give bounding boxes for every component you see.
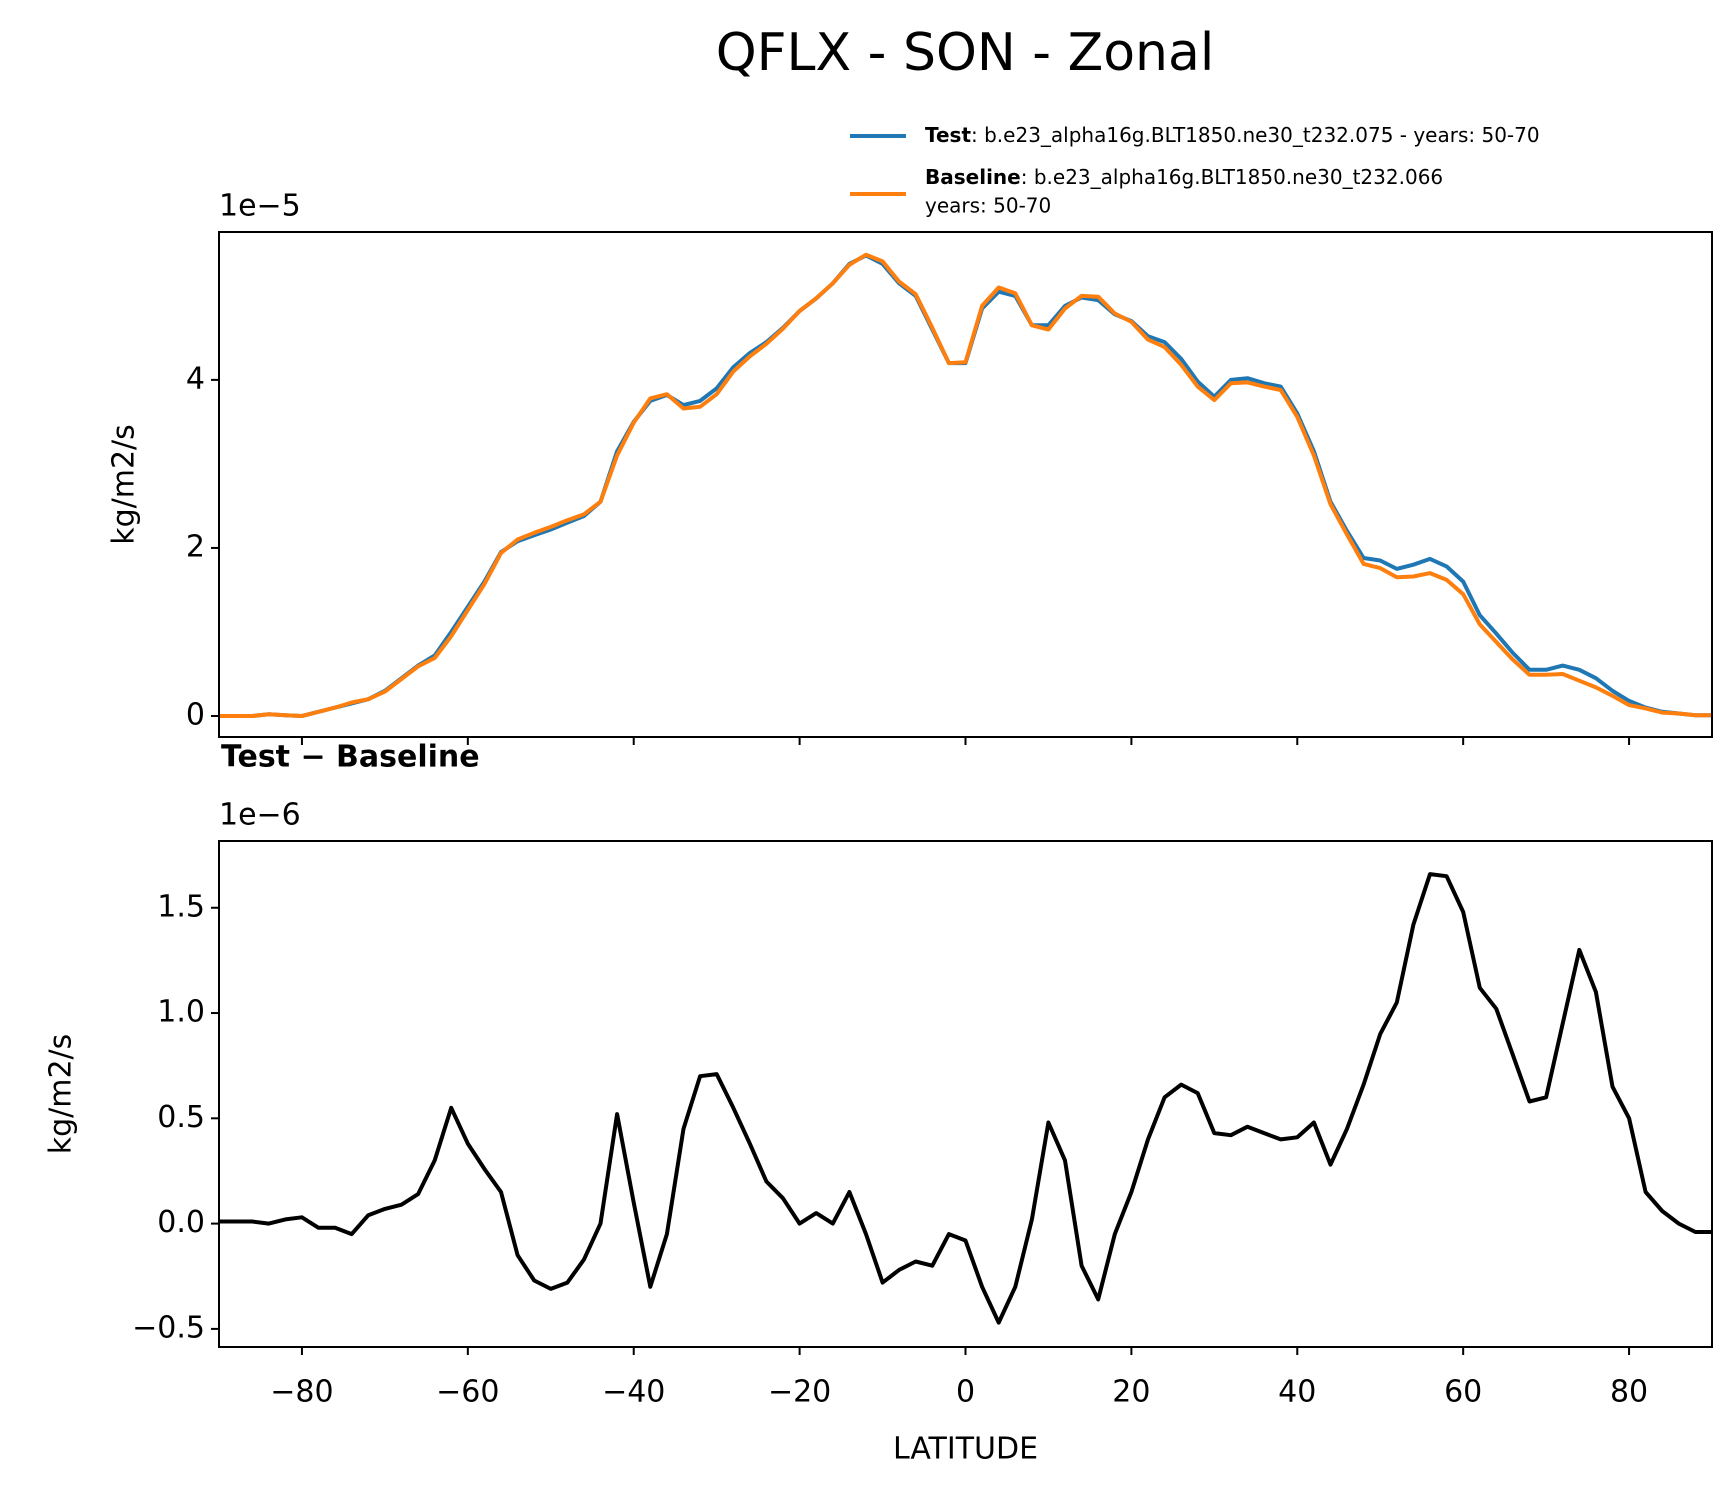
y-axis-label: kg/m2/s bbox=[107, 424, 142, 545]
x-tick-label: 40 bbox=[1278, 1375, 1316, 1410]
offset-text: 1e−5 bbox=[219, 189, 301, 224]
axes-frame bbox=[218, 231, 1713, 738]
x-tick-label: −40 bbox=[602, 1375, 665, 1410]
y-tick-label: 0.0 bbox=[157, 1205, 205, 1240]
y-tick-label: 1.0 bbox=[157, 995, 205, 1030]
x-tick-label: 60 bbox=[1444, 1375, 1482, 1410]
y-tick-label: 0 bbox=[186, 697, 205, 732]
legend-label: years: 50-70 bbox=[925, 194, 1051, 218]
data-line bbox=[219, 252, 1712, 718]
y-tick-label: −0.5 bbox=[132, 1310, 205, 1345]
data-line bbox=[219, 872, 1712, 1325]
axes-frame bbox=[218, 840, 1713, 1348]
legend-entry: Baseline: b.e23_alpha16g.BLT1850.ne30_t2… bbox=[925, 165, 1443, 189]
x-tick-label: −80 bbox=[270, 1375, 333, 1410]
legend-label: : b.e23_alpha16g.BLT1850.ne30_t232.066 bbox=[1021, 165, 1443, 189]
offset-text: 1e−6 bbox=[219, 798, 301, 833]
y-tick-label: 4 bbox=[186, 361, 205, 396]
x-tick-label: 0 bbox=[956, 1375, 975, 1410]
legend-entry: Test: b.e23_alpha16g.BLT1850.ne30_t232.0… bbox=[925, 123, 1540, 147]
legend-label: : b.e23_alpha16g.BLT1850.ne30_t232.075 -… bbox=[971, 123, 1540, 147]
chart-title: QFLX - SON - Zonal bbox=[716, 23, 1215, 83]
x-tick-label: −60 bbox=[436, 1375, 499, 1410]
y-tick-label: 1.5 bbox=[157, 889, 205, 924]
y-axis-label: kg/m2/s bbox=[44, 1034, 79, 1155]
x-tick-label: −20 bbox=[768, 1375, 831, 1410]
x-tick-label: 80 bbox=[1610, 1375, 1648, 1410]
y-tick-label: 0.5 bbox=[157, 1100, 205, 1135]
legend-name: Test bbox=[925, 123, 971, 147]
x-tick-label: 20 bbox=[1112, 1375, 1150, 1410]
subplot-title: Test − Baseline bbox=[221, 740, 480, 775]
x-axis-label: LATITUDE bbox=[893, 1432, 1038, 1467]
y-tick-label: 2 bbox=[186, 529, 205, 564]
legend-name: Baseline bbox=[925, 165, 1021, 189]
